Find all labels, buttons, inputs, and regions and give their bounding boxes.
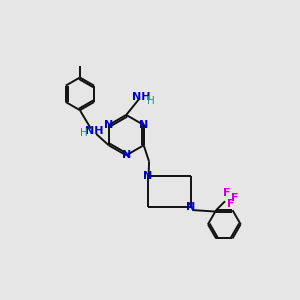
Text: N: N [186,202,195,212]
Text: H: H [80,128,88,138]
Text: N: N [143,171,152,181]
Text: N: N [122,150,131,160]
Text: NH: NH [85,126,103,136]
Text: H: H [147,96,155,106]
Text: N: N [139,120,148,130]
Text: N: N [104,120,113,130]
Text: F: F [227,199,235,209]
Text: F: F [223,188,230,198]
Text: F: F [231,193,238,203]
Text: NH: NH [132,92,151,102]
